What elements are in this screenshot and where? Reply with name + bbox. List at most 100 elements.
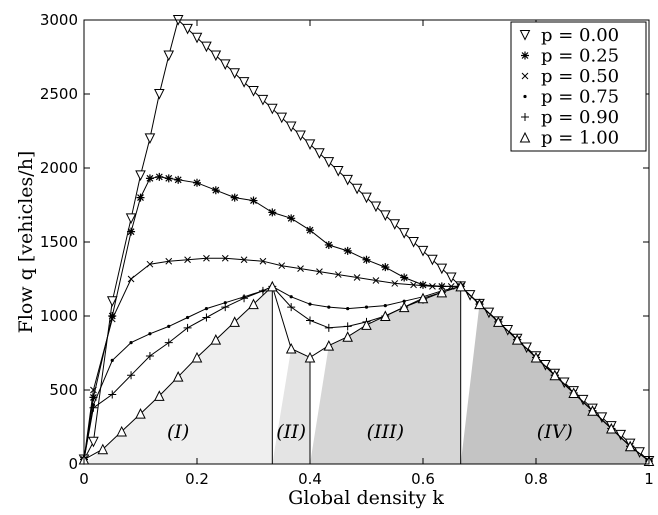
data-point	[267, 103, 278, 115]
data-point	[402, 299, 406, 303]
legend-entry: p = 0.90	[521, 107, 619, 128]
data-point	[144, 133, 156, 145]
data-point	[145, 351, 154, 360]
region-fill-1	[84, 286, 273, 464]
data-point	[380, 310, 391, 321]
y-tick-label: 500	[49, 381, 78, 399]
data-point	[238, 77, 250, 88]
data-point	[278, 262, 286, 270]
data-point	[146, 260, 154, 268]
legend-label: p = 0.50	[541, 66, 619, 87]
data-point	[172, 371, 184, 382]
data-point	[89, 403, 98, 412]
data-point	[624, 440, 636, 452]
data-point	[108, 390, 117, 399]
data-point	[127, 227, 136, 236]
data-point	[455, 280, 466, 292]
data-point	[511, 334, 523, 345]
data-point	[316, 268, 323, 275]
data-point	[381, 263, 390, 272]
data-point	[183, 323, 192, 332]
data-point	[106, 296, 118, 307]
data-point	[202, 313, 211, 322]
data-point	[436, 286, 448, 298]
data-point	[129, 341, 133, 345]
data-point	[148, 332, 152, 336]
data-point	[372, 277, 380, 284]
data-point	[267, 280, 278, 292]
data-point	[276, 112, 288, 124]
data-point	[400, 273, 409, 282]
data-point	[391, 280, 399, 287]
data-point	[332, 165, 344, 177]
data-point	[240, 256, 248, 264]
data-point	[417, 292, 429, 304]
y-tick-label: 1000	[40, 307, 78, 325]
data-point	[445, 272, 457, 284]
data-point	[90, 386, 97, 394]
legend-entry: p = 1.00	[519, 128, 619, 149]
data-point	[361, 192, 372, 204]
density-regions	[84, 286, 649, 464]
data-point	[163, 50, 175, 62]
data-point	[410, 281, 417, 289]
data-point	[323, 339, 335, 351]
data-point	[389, 219, 401, 230]
data-point	[125, 213, 137, 224]
data-point	[362, 255, 371, 264]
region-labels: (I) (II) (III) (IV)	[167, 421, 573, 443]
data-point	[304, 139, 316, 150]
legend-entry: p = 0.00	[519, 25, 619, 46]
y-tick-label: 1500	[40, 233, 78, 251]
data-point	[221, 303, 230, 312]
data-point	[174, 175, 183, 184]
data-point	[519, 30, 531, 41]
data-point	[184, 256, 191, 264]
region-separators	[271, 286, 462, 464]
data-point	[323, 157, 335, 168]
data-point	[370, 201, 382, 213]
data-point	[193, 178, 201, 187]
data-point	[383, 304, 387, 308]
data-point	[324, 240, 333, 249]
data-point	[258, 286, 267, 295]
data-point	[164, 338, 173, 347]
region-fill-2	[272, 286, 310, 464]
data-point	[334, 271, 342, 278]
data-point	[343, 246, 352, 255]
data-point	[521, 113, 529, 121]
data-point	[154, 89, 165, 100]
data-point	[327, 305, 331, 309]
x-tick-label: 0.4	[298, 470, 322, 488]
region-label: (I)	[167, 421, 189, 443]
legend-label: p = 0.90	[541, 107, 619, 128]
data-point	[89, 393, 98, 402]
data-point	[201, 41, 212, 53]
data-point	[223, 301, 227, 305]
data-point	[127, 371, 136, 380]
data-point	[211, 186, 220, 195]
data-point	[324, 323, 333, 332]
data-point	[110, 358, 114, 362]
data-point	[530, 351, 542, 363]
data-point	[165, 257, 173, 265]
data-point	[164, 174, 173, 183]
data-point	[88, 436, 99, 448]
legend-label: p = 0.25	[541, 46, 619, 67]
region-label: (II)	[276, 421, 306, 443]
data-point	[295, 130, 306, 142]
legend-label: p = 0.00	[541, 25, 619, 46]
data-point	[268, 208, 277, 217]
data-point	[229, 68, 240, 79]
data-point	[203, 254, 210, 262]
data-point	[361, 319, 372, 330]
data-point	[364, 305, 369, 309]
y-tick-label: 0	[68, 455, 78, 473]
data-point	[185, 315, 190, 320]
legend-entry: p = 0.50	[521, 66, 619, 87]
x-tick-label: 0.2	[185, 470, 209, 488]
data-point	[521, 72, 529, 80]
data-point	[342, 331, 353, 342]
data-point	[314, 148, 325, 159]
data-point	[398, 301, 410, 313]
